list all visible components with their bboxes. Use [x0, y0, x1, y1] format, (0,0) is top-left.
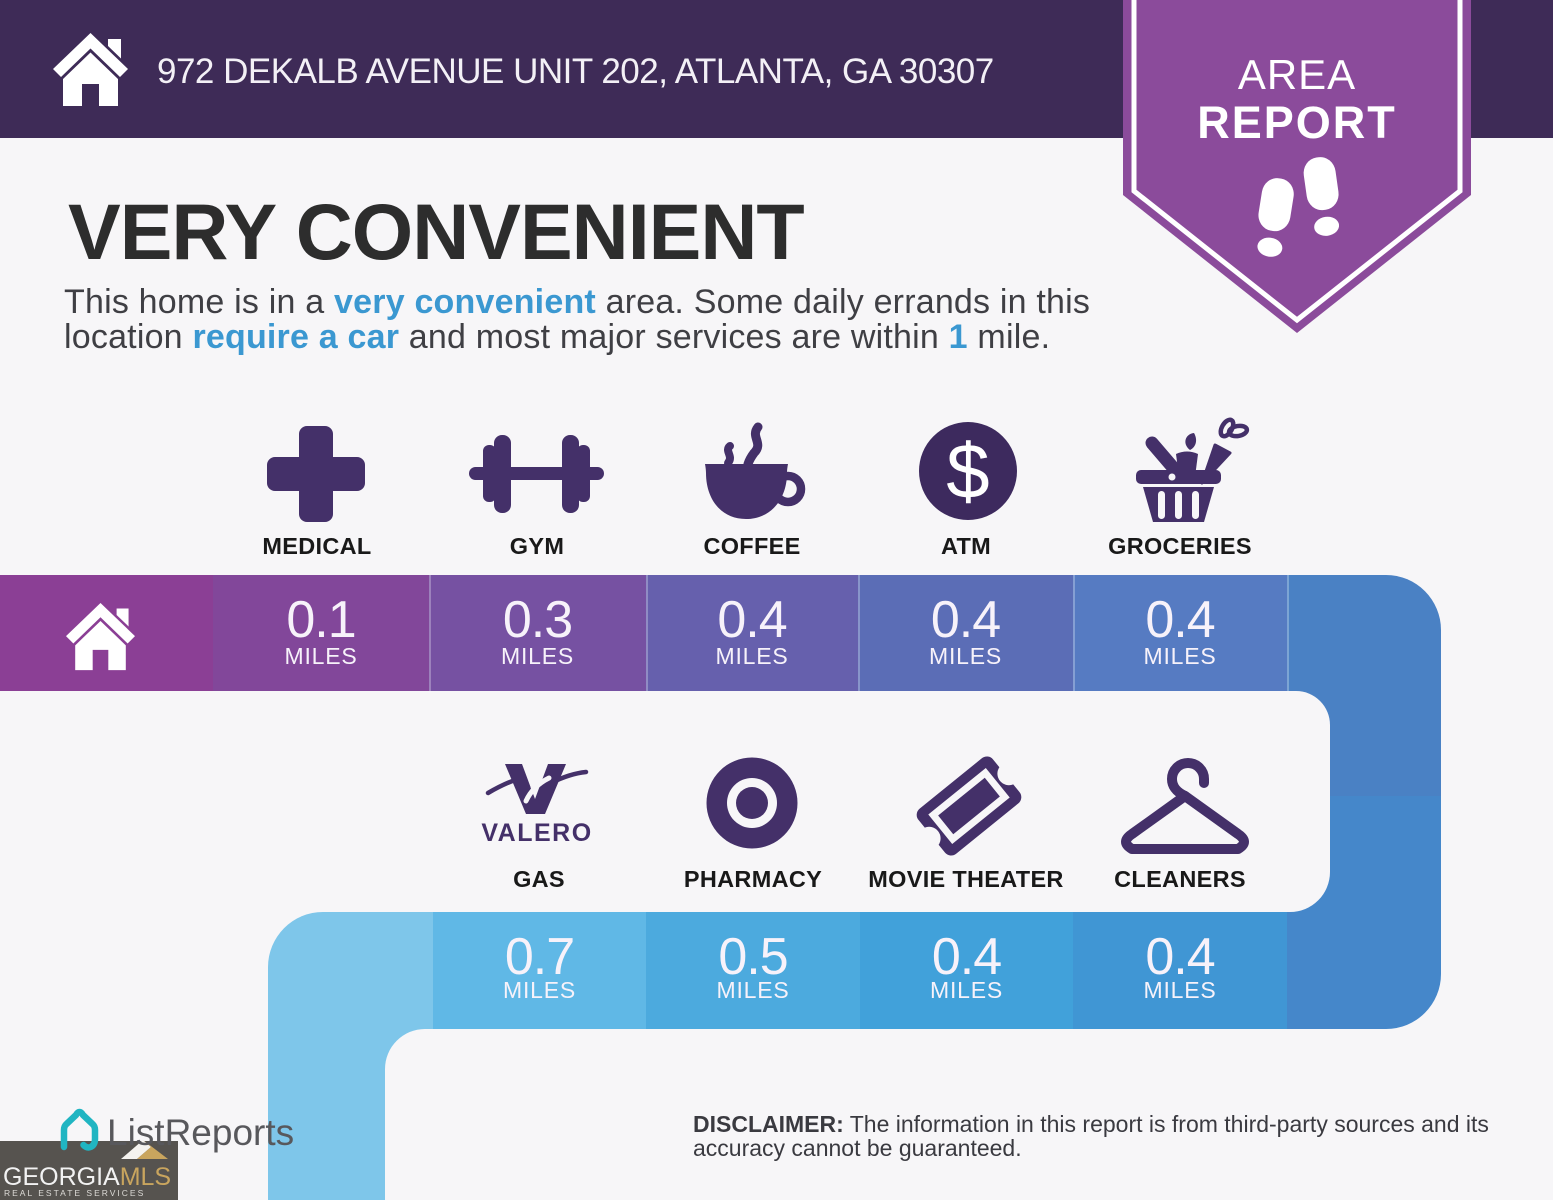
svg-text:GEORGIAMLS: GEORGIAMLS	[3, 1163, 171, 1191]
svg-text:REAL ESTATE SERVICES: REAL ESTATE SERVICES	[4, 1188, 145, 1198]
svg-text:REPORT: REPORT	[1197, 97, 1397, 148]
svg-text:$: $	[946, 427, 989, 515]
svg-text:VALERO: VALERO	[481, 819, 592, 847]
svg-text:AREA: AREA	[1238, 51, 1356, 98]
